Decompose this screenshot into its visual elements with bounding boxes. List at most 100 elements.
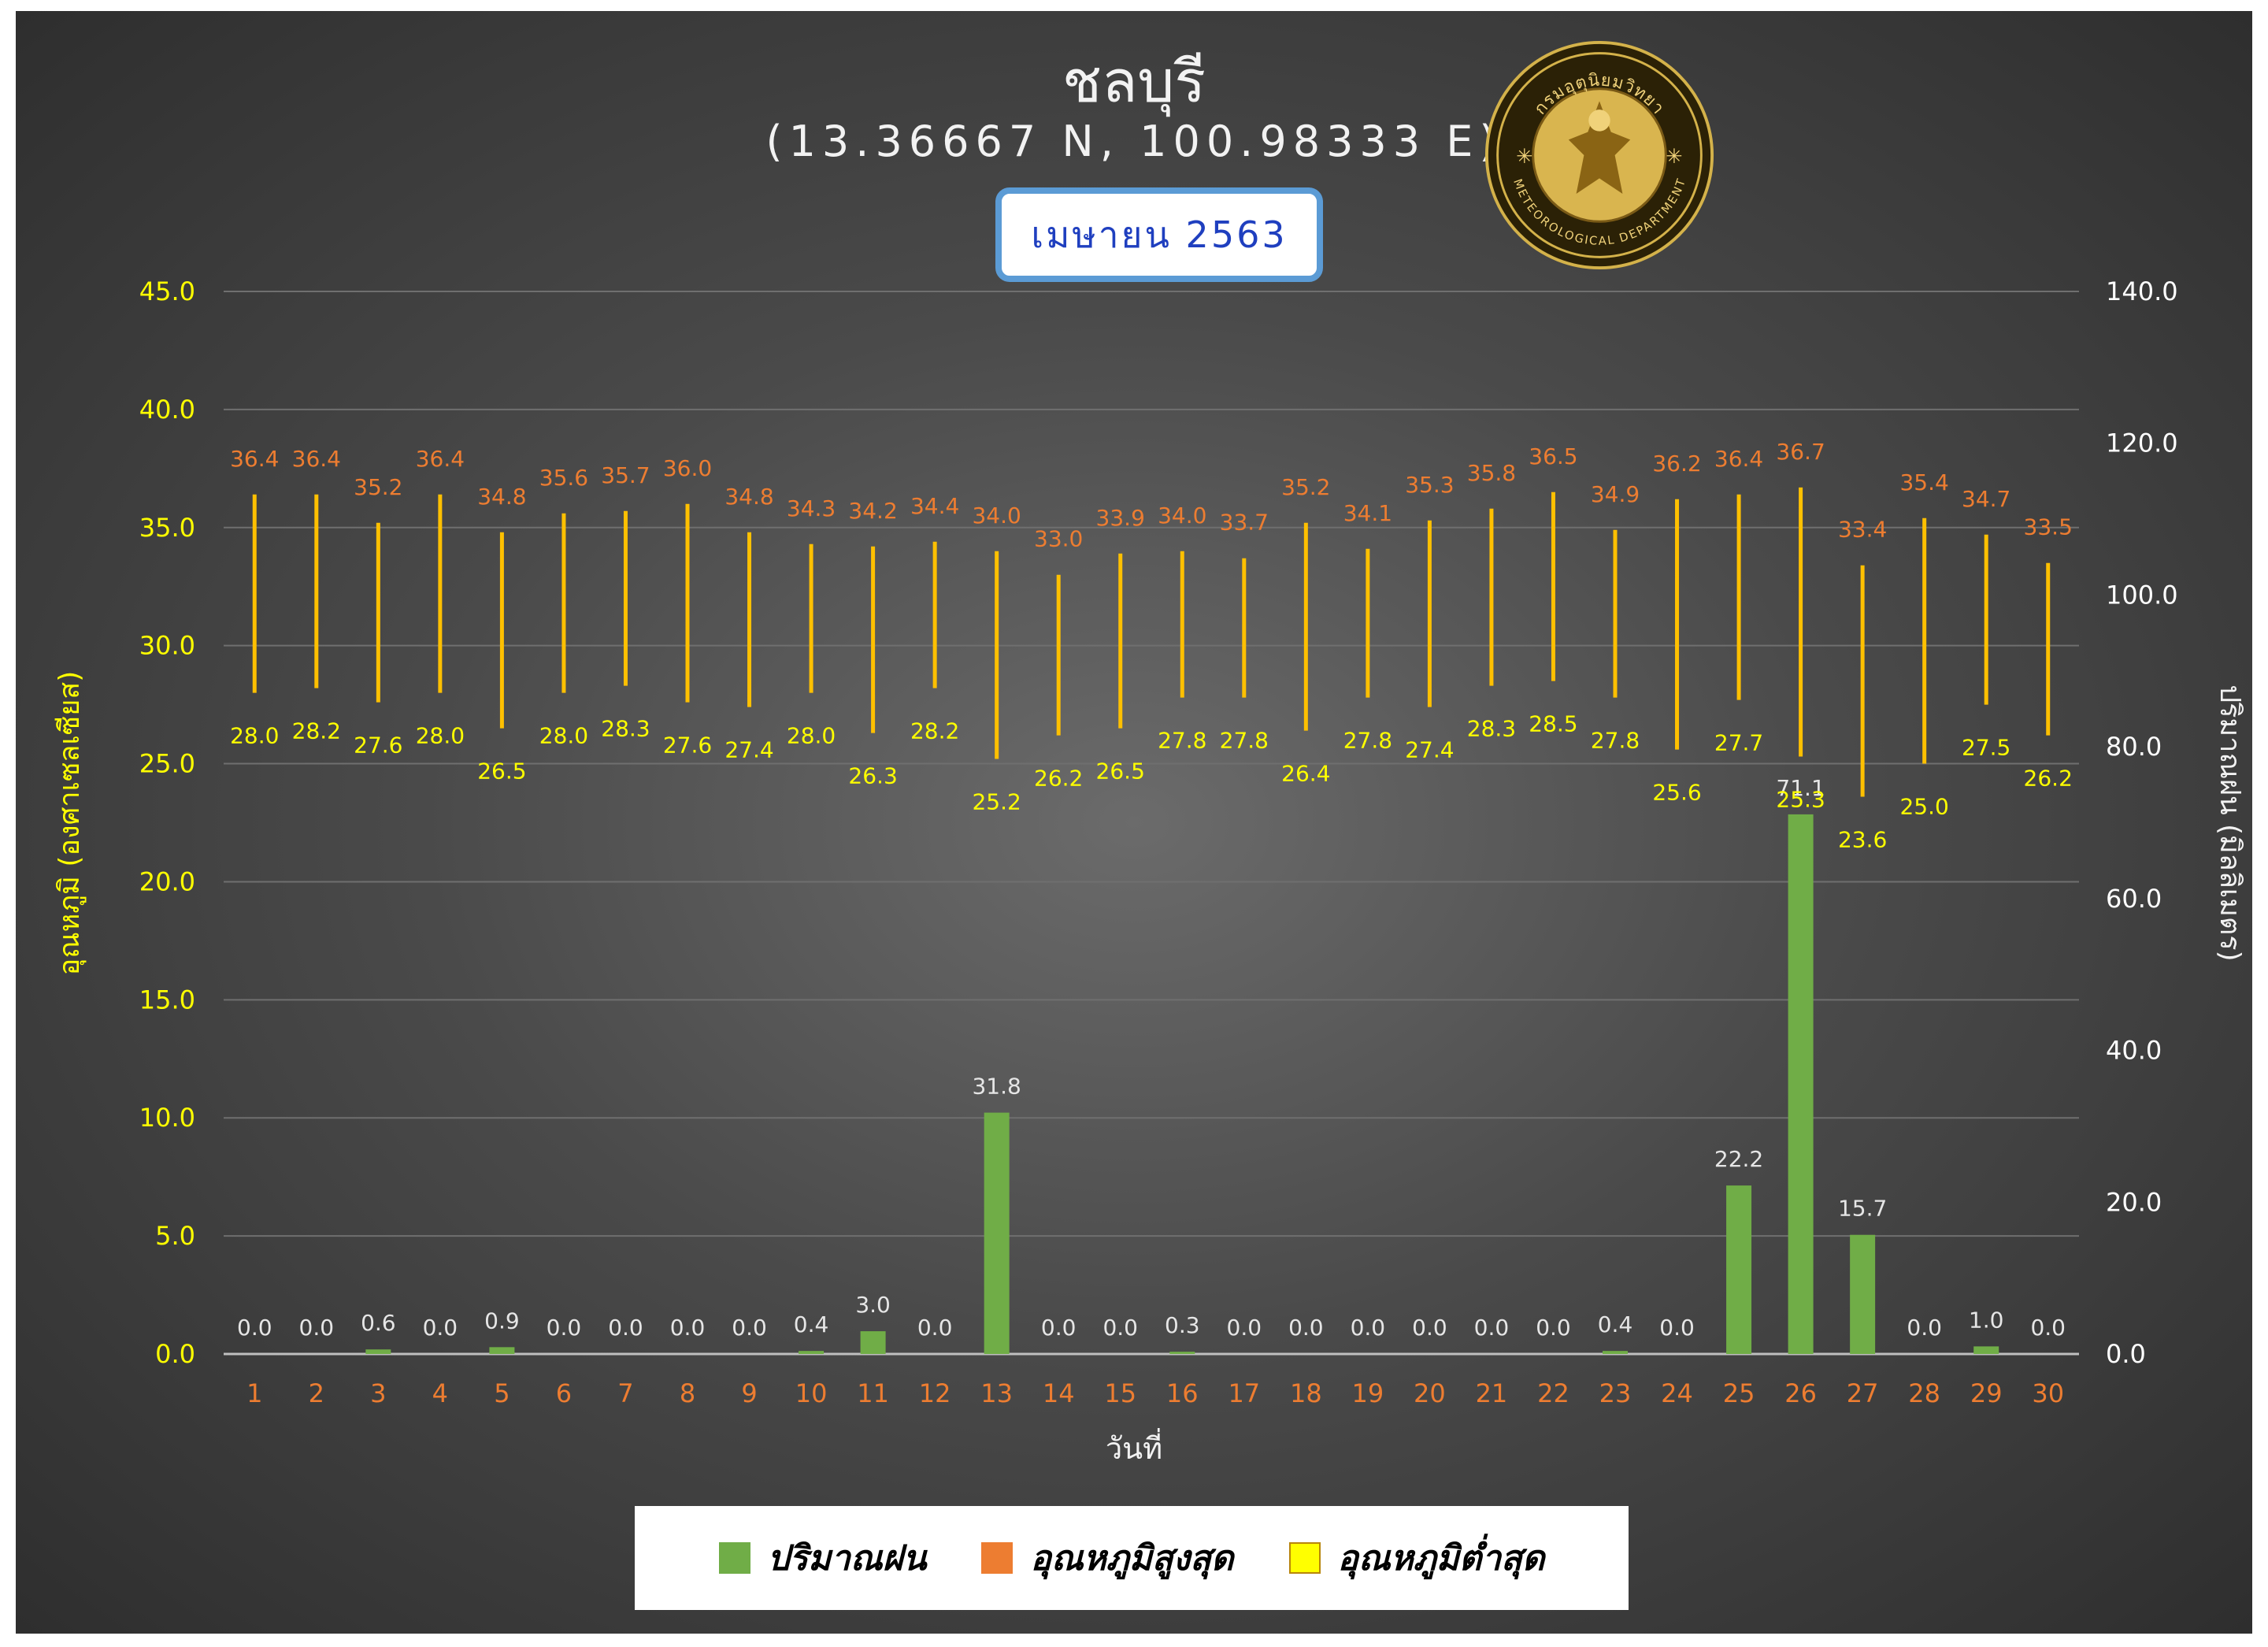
chart-title: ชลบุรี (1062, 48, 1206, 116)
legend-swatch-rain (718, 1542, 750, 1574)
rain-value-label: 0.0 (1907, 1315, 1942, 1341)
min-temp-label: 27.4 (724, 737, 773, 763)
min-temp-label: 26.2 (1034, 766, 1083, 792)
max-temp-label: 33.0 (1034, 526, 1083, 552)
meteorological-department-seal-icon: กรมอุตุนิยมวิทยา METEOROLOGICAL DEPARTME… (1484, 40, 1714, 270)
rain-bar (860, 1331, 886, 1354)
left-axis-title: อุณหภูมิ (องศาเซลเซียส) (54, 671, 87, 976)
min-temp-label: 28.0 (539, 723, 588, 749)
rain-value-label: 0.0 (1288, 1315, 1324, 1341)
day-tick-label: 1 (246, 1378, 262, 1408)
day-tick-label: 2 (309, 1378, 324, 1408)
max-temp-label: 34.2 (848, 498, 897, 524)
left-tick-label: 25.0 (139, 749, 195, 779)
temperature-range-lines (252, 487, 2051, 797)
left-tick-label: 15.0 (139, 985, 195, 1015)
rain-value-label: 0.0 (1351, 1315, 1386, 1341)
rain-value-label: 0.0 (547, 1315, 582, 1341)
day-tick-label: 12 (919, 1378, 951, 1408)
month-label: เมษายน 2563 (1031, 213, 1288, 256)
data-labels: 0.0 0.0 0.6 0.0 0.9 0.0 0.0 0.0 0.0 0.4 3.0 0.0 31.8… (230, 439, 2073, 1341)
rain-value-label: 0.9 (484, 1308, 520, 1334)
day-tick-label: 6 (556, 1378, 572, 1408)
rain-value-label: 0.0 (608, 1315, 643, 1341)
day-tick-label: 28 (1908, 1378, 1940, 1408)
min-temp-label: 27.8 (1158, 728, 1206, 754)
day-tick-label: 27 (1847, 1378, 1879, 1408)
right-tick-label: 120.0 (2106, 428, 2178, 458)
max-temp-label: 35.2 (354, 474, 402, 500)
legend: ปริมาณฝน อุณหภูมิสูงสุด อุณหภูมิต่ำสุด (635, 1506, 1629, 1610)
rain-value-label: 0.0 (1102, 1315, 1138, 1341)
legend-label-max: อุณหภูมิสูงสุด (1030, 1538, 1234, 1578)
day-tick-label: 3 (370, 1378, 386, 1408)
rain-bar (1850, 1234, 1876, 1354)
max-temp-label: 34.4 (910, 493, 959, 519)
day-tick-label: 25 (1723, 1378, 1755, 1408)
right-tick-label: 0.0 (2106, 1339, 2146, 1369)
left-tick-label: 5.0 (155, 1221, 195, 1251)
rain-value-label: 71.1 (1776, 775, 1825, 801)
rain-bar (984, 1112, 1010, 1354)
rain-bar (489, 1347, 515, 1354)
day-tick-label: 24 (1661, 1378, 1693, 1408)
rain-bar (1726, 1185, 1752, 1354)
left-tick-label: 30.0 (139, 631, 195, 661)
max-temp-label: 34.9 (1591, 481, 1640, 507)
left-tick-label: 40.0 (139, 395, 195, 425)
seal-star-icon-right: ✳ (1666, 145, 1682, 169)
rain-value-label: 0.6 (361, 1310, 396, 1336)
max-temp-label: 35.8 (1467, 460, 1516, 486)
rain-value-label: 1.0 (1969, 1307, 2004, 1333)
rain-value-label: 0.4 (1598, 1311, 1633, 1337)
day-tick-label: 20 (1414, 1378, 1446, 1408)
day-tick-label: 23 (1599, 1378, 1632, 1408)
day-tick-label: 7 (617, 1378, 633, 1408)
max-temp-label: 34.3 (787, 495, 836, 521)
legend-item-rain: ปริมาณฝน (718, 1530, 926, 1586)
right-tick-label: 80.0 (2106, 732, 2162, 762)
min-temp-label: 26.3 (848, 763, 897, 789)
max-temp-label: 33.7 (1220, 510, 1269, 536)
rain-value-label: 22.2 (1714, 1146, 1763, 1172)
rain-bar (1603, 1351, 1628, 1354)
min-temp-label: 28.2 (292, 718, 341, 744)
legend-item-max: อุณหภูมิสูงสุด (981, 1530, 1234, 1586)
day-tick-label: 26 (1784, 1378, 1817, 1408)
min-temp-label: 26.5 (477, 759, 526, 785)
right-axis-title: ปริมาณฝน (มิลลิเมตร) (2214, 684, 2246, 961)
max-temp-label: 34.0 (1158, 503, 1206, 529)
min-temp-label: 28.3 (601, 716, 650, 742)
rain-value-label: 0.0 (237, 1315, 272, 1341)
min-temp-label: 28.3 (1467, 716, 1516, 742)
min-temp-label: 26.2 (2024, 766, 2073, 792)
max-temp-label: 34.7 (1962, 486, 2010, 512)
max-temp-label: 33.9 (1096, 505, 1145, 531)
max-temp-label: 35.6 (539, 465, 588, 491)
rain-bar (1788, 814, 1814, 1354)
min-temp-label: 27.6 (663, 733, 712, 759)
rain-value-label: 0.0 (1227, 1315, 1262, 1341)
left-tick-label: 45.0 (139, 276, 195, 306)
max-temp-label: 36.4 (292, 446, 341, 472)
min-temp-label: 27.8 (1343, 728, 1392, 754)
legend-swatch-min (1288, 1542, 1321, 1574)
right-tick-label: 100.0 (2106, 580, 2178, 610)
min-temp-label: 27.7 (1714, 730, 1763, 756)
rain-value-label: 0.0 (670, 1315, 706, 1341)
rain-value-label: 0.0 (1474, 1315, 1510, 1341)
min-temp-label: 28.5 (1529, 711, 1577, 737)
left-tick-label: 20.0 (139, 866, 195, 896)
rain-value-label: 0.0 (1659, 1315, 1695, 1341)
min-temp-label: 26.4 (1281, 761, 1330, 787)
day-tick-label: 14 (1043, 1378, 1075, 1408)
right-tick-label: 140.0 (2106, 276, 2178, 306)
day-tick-label: 11 (857, 1378, 889, 1408)
max-temp-label: 36.7 (1776, 439, 1825, 465)
max-temp-label: 35.3 (1405, 472, 1454, 498)
max-temp-label: 35.7 (601, 462, 650, 488)
max-temp-label: 36.0 (663, 455, 712, 481)
rain-value-label: 0.0 (299, 1315, 335, 1341)
rain-bar (1169, 1352, 1195, 1354)
rain-value-label: 3.0 (855, 1292, 891, 1318)
